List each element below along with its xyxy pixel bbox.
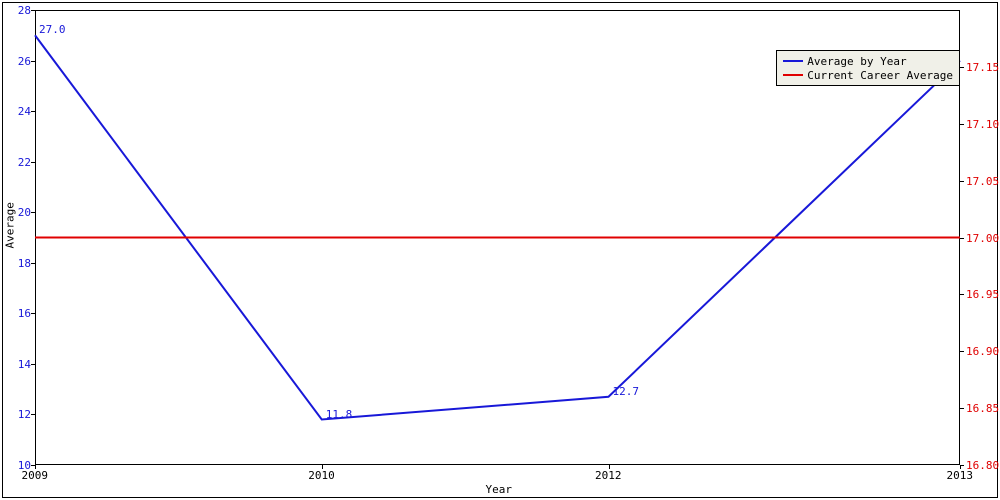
data-point-label: 27.0 — [39, 23, 66, 36]
data-point-label: 12.7 — [613, 385, 640, 398]
x-tick-label: 2013 — [947, 469, 974, 482]
chart-container: 1012141618202224262816.8016.8516.9016.95… — [0, 0, 1000, 500]
y-left-tick — [31, 10, 35, 11]
y-left-tick-label: 28 — [18, 4, 31, 17]
y-left-tick — [31, 313, 35, 314]
y-right-tick-label: 17.00 — [966, 232, 999, 245]
y-right-tick — [960, 124, 964, 125]
y-left-tick-label: 26 — [18, 55, 31, 68]
y-left-tick-label: 24 — [18, 105, 31, 118]
y-right-tick — [960, 294, 964, 295]
y-left-tick — [31, 162, 35, 163]
legend-item: Average by Year — [783, 54, 953, 68]
y-right-tick — [960, 238, 964, 239]
data-point-label: 11.8 — [326, 408, 353, 421]
x-tick — [960, 465, 961, 469]
x-axis-label: Year — [486, 483, 513, 496]
y-left-tick — [31, 212, 35, 213]
legend-item: Current Career Average — [783, 68, 953, 82]
legend: Average by YearCurrent Career Average — [776, 50, 960, 86]
y-right-tick-label: 17.15 — [966, 61, 999, 74]
x-tick-label: 2012 — [595, 469, 622, 482]
y-right-tick — [960, 408, 964, 409]
y-right-tick-label: 17.05 — [966, 175, 999, 188]
y-right-tick-label: 16.85 — [966, 402, 999, 415]
y-right-tick-label: 17.10 — [966, 118, 999, 131]
x-tick — [35, 465, 36, 469]
y-left-tick — [31, 111, 35, 112]
y-right-tick — [960, 351, 964, 352]
y-left-tick — [31, 61, 35, 62]
y-left-tick-label: 12 — [18, 408, 31, 421]
y-right-tick-label: 16.90 — [966, 345, 999, 358]
x-tick — [609, 465, 610, 469]
legend-label: Current Career Average — [807, 69, 953, 82]
y-left-tick-label: 22 — [18, 156, 31, 169]
x-tick-label: 2010 — [308, 469, 335, 482]
legend-swatch — [783, 60, 803, 62]
y-left-tick-label: 18 — [18, 257, 31, 270]
y-left-tick — [31, 364, 35, 365]
y-right-tick-label: 16.95 — [966, 288, 999, 301]
x-tick — [322, 465, 323, 469]
y-left-tick-label: 16 — [18, 307, 31, 320]
y-right-tick — [960, 67, 964, 68]
legend-label: Average by Year — [807, 55, 906, 68]
y-left-tick-label: 20 — [18, 206, 31, 219]
y-left-tick — [31, 263, 35, 264]
legend-swatch — [783, 74, 803, 76]
y-left-tick — [31, 414, 35, 415]
y-left-tick-label: 14 — [18, 358, 31, 371]
y-right-tick — [960, 181, 964, 182]
x-tick-label: 2009 — [22, 469, 49, 482]
y-axis-label: Average — [4, 228, 17, 248]
